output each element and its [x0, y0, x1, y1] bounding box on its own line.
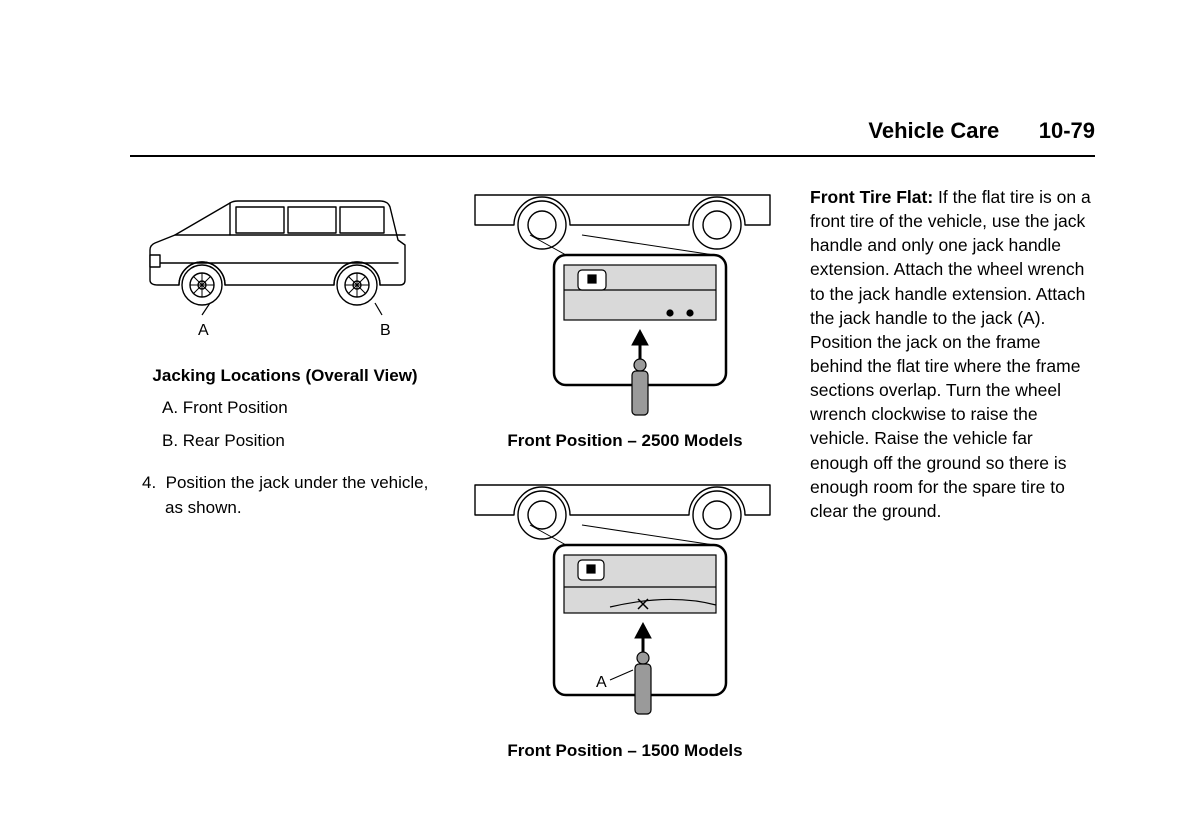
- label-b: B: [380, 322, 391, 339]
- page-header: Vehicle Care 10-79: [130, 118, 1095, 144]
- figure-caption-2500: Front Position – 2500 Models: [470, 430, 780, 453]
- figure-caption-overall: Jacking Locations (Overall View): [130, 365, 440, 388]
- front-tire-flat-lead: Front Tire Flat:: [810, 187, 933, 207]
- step-4-number: 4.: [142, 473, 156, 492]
- list-item-b: B. Rear Position: [130, 429, 440, 454]
- section-title: Vehicle Care: [868, 118, 999, 143]
- label-a: A: [198, 322, 209, 339]
- column-middle: Front Position – 2500 Models: [470, 185, 780, 800]
- figure-caption-1500: Front Position – 1500 Models: [470, 740, 780, 763]
- step-4-text: Position the jack under the vehicle, as …: [165, 473, 428, 517]
- svg-text:A: A: [596, 674, 607, 691]
- step-4: 4. Position the jack under the vehicle, …: [130, 471, 440, 520]
- column-left: A B Jacking Locations (Overall View) A. …: [130, 185, 440, 800]
- page: Vehicle Care 10-79: [0, 0, 1200, 840]
- front-tire-flat-body: If the flat tire is on a front tire of t…: [810, 187, 1091, 521]
- header-rule: [130, 155, 1095, 157]
- figure-vehicle-side-view: A B: [130, 185, 440, 355]
- content-columns: A B Jacking Locations (Overall View) A. …: [130, 185, 1095, 800]
- figure-front-2500: [470, 185, 780, 420]
- figure-front-1500: A: [470, 475, 780, 730]
- front-tire-flat-paragraph: Front Tire Flat: If the flat tire is on …: [810, 185, 1095, 523]
- page-number: 10-79: [1039, 118, 1095, 143]
- column-right: Front Tire Flat: If the flat tire is on …: [810, 185, 1095, 800]
- list-item-a: A. Front Position: [130, 396, 440, 421]
